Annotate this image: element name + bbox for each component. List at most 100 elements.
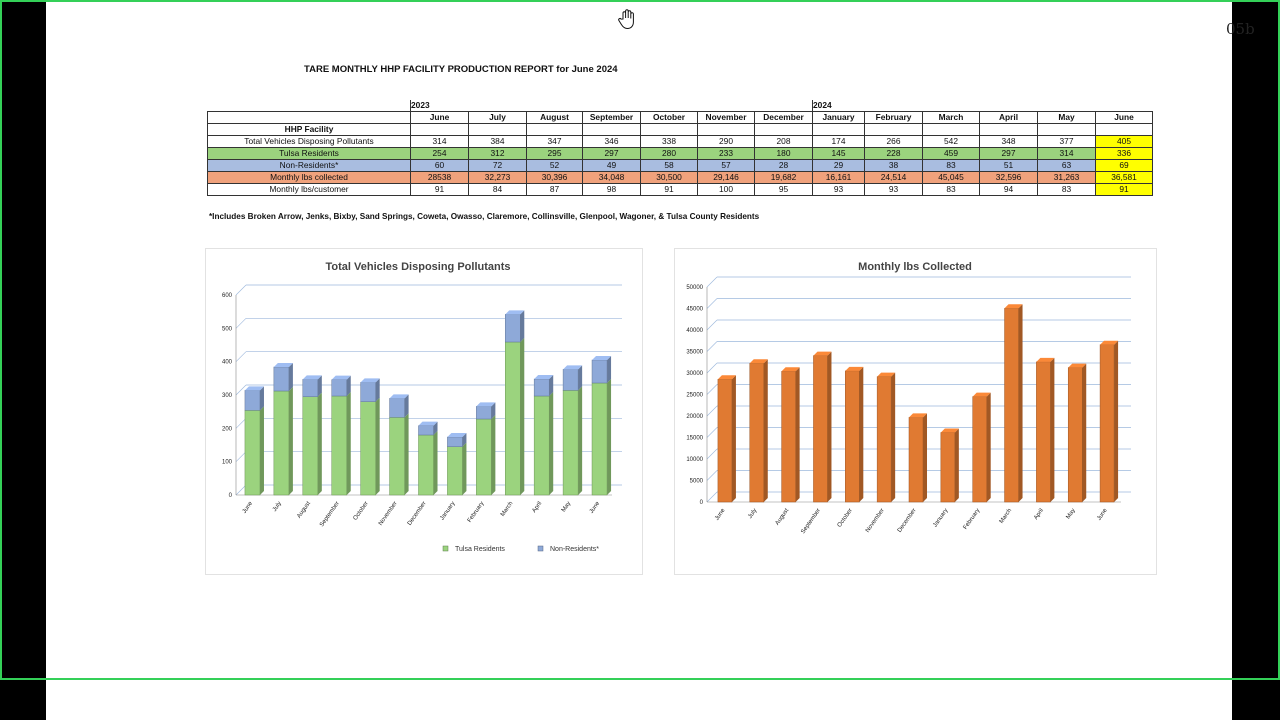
x-tick-label: February [467, 501, 486, 524]
blank-cell [1095, 123, 1153, 136]
table-row: Tulsa Residents 254 312 295 297 280 233 180 145 2… [207, 147, 1153, 160]
bar-segment-top [505, 310, 525, 315]
table-cell: 83 [922, 183, 980, 196]
x-tick-label: June [589, 500, 602, 515]
bar-segment-side [859, 366, 864, 502]
row-label: Monthly lbs/customer [207, 183, 411, 196]
bar-segment-top [563, 365, 583, 370]
bar [781, 367, 800, 503]
gridline-diag [235, 484, 247, 496]
month-header: June [410, 111, 469, 124]
bar-segment [273, 390, 290, 496]
month-header: March [922, 111, 980, 124]
y-tick-label: 45000 [686, 307, 703, 313]
bar-segment-top [273, 363, 293, 367]
bar-segment-side [404, 394, 409, 418]
month-header: September [582, 111, 641, 124]
bar-tulsa [476, 415, 496, 496]
bar-segment-side [433, 421, 438, 435]
table-cell: 16,161 [812, 171, 865, 184]
gridline-diag [235, 418, 247, 429]
bar-segment-side [549, 375, 554, 396]
bar-segment [244, 410, 261, 496]
y-tick-label: 25000 [686, 393, 703, 399]
bar-tulsa [389, 413, 409, 496]
gridline-diag [235, 284, 247, 296]
x-tick-label: September [800, 508, 822, 535]
bar-segment-side [259, 406, 264, 495]
gridline-diag [706, 427, 718, 438]
table-cell: 314 [1037, 147, 1096, 160]
legend-swatch [442, 545, 449, 552]
bar-segment-top [908, 413, 928, 418]
bar-segment [717, 379, 733, 503]
gridline-diag [706, 362, 718, 374]
month-header: December [754, 111, 813, 124]
y-tick-label: 600 [222, 293, 233, 299]
table-cell: 91 [410, 183, 469, 196]
lbs-chart-svg: Monthly lbs Collected 0 5000 10000 15000 2000… [686, 261, 1131, 535]
month-header: January [812, 111, 865, 124]
table-cell: 314 [410, 135, 469, 148]
year-row: 2023 2024 [208, 100, 1153, 112]
legend-swatch [537, 545, 544, 552]
bar-tulsa [302, 392, 322, 496]
x-tick-label: March [999, 508, 1013, 525]
bar-segment-top [1004, 304, 1023, 309]
month-header: July [468, 111, 527, 124]
table-row: Non-Residents* 60 72 52 49 58 57 28 29 38 83 51 63 69 [207, 159, 1153, 172]
bar [1004, 304, 1023, 503]
bar-segment-top [418, 421, 438, 426]
bar-tulsa [418, 431, 438, 496]
blank-cell [582, 123, 641, 136]
table-cell: 295 [526, 147, 583, 160]
legend-label: Tulsa Residents [455, 546, 505, 553]
table-cell: 98 [582, 183, 641, 196]
blank-cell [865, 100, 923, 112]
bar-segment [504, 314, 521, 343]
bar-segment-top [749, 359, 768, 364]
blank-cell [923, 100, 980, 112]
gridline-diag [235, 318, 247, 329]
bar [972, 392, 991, 503]
gridline-diag [706, 470, 718, 481]
bar-segment-side [317, 375, 322, 397]
y-tick-label: 400 [222, 360, 233, 366]
bar-segment-side [731, 375, 736, 502]
bar-segment-side [288, 363, 293, 391]
table-cell: 60 [410, 159, 469, 172]
bar-segment [447, 446, 463, 496]
bar-segment-top [476, 402, 496, 407]
gridline-diag [706, 384, 718, 395]
x-tick-label: January [439, 501, 456, 522]
x-tick-label: November [378, 501, 399, 527]
bar-segment [360, 382, 376, 402]
y-tick-label: 35000 [686, 350, 703, 356]
table-cell: 228 [864, 147, 923, 160]
table-cell: 84 [468, 183, 527, 196]
bar-nonres [476, 402, 496, 420]
table-cell: 233 [697, 147, 755, 160]
bar-tulsa [533, 392, 554, 496]
table-cell: 100 [697, 183, 755, 196]
bar-nonres [504, 310, 525, 343]
table-cell: 208 [754, 135, 813, 148]
bar-nonres [273, 363, 293, 392]
production-table: 2023 2024 June July August September October No… [207, 100, 1153, 196]
bar [813, 351, 832, 503]
footnote: *Includes Broken Arrow, Jenks, Bixby, Sa… [209, 212, 760, 221]
bar-tulsa [331, 392, 351, 496]
table-cell: 94 [979, 183, 1038, 196]
bar-nonres [331, 375, 351, 397]
bar-segment-side [986, 392, 991, 502]
bar-segment-side [549, 392, 554, 495]
bar-segment [302, 379, 319, 397]
bar-segment [813, 355, 828, 503]
bar-segment [533, 395, 550, 496]
bar-tulsa [591, 379, 612, 496]
table-row: Total Vehicles Disposing Pollutants 314 38… [207, 135, 1153, 148]
bar-segment [504, 341, 521, 496]
y-tick-label: 500 [222, 326, 233, 332]
bar-segment [476, 418, 492, 496]
